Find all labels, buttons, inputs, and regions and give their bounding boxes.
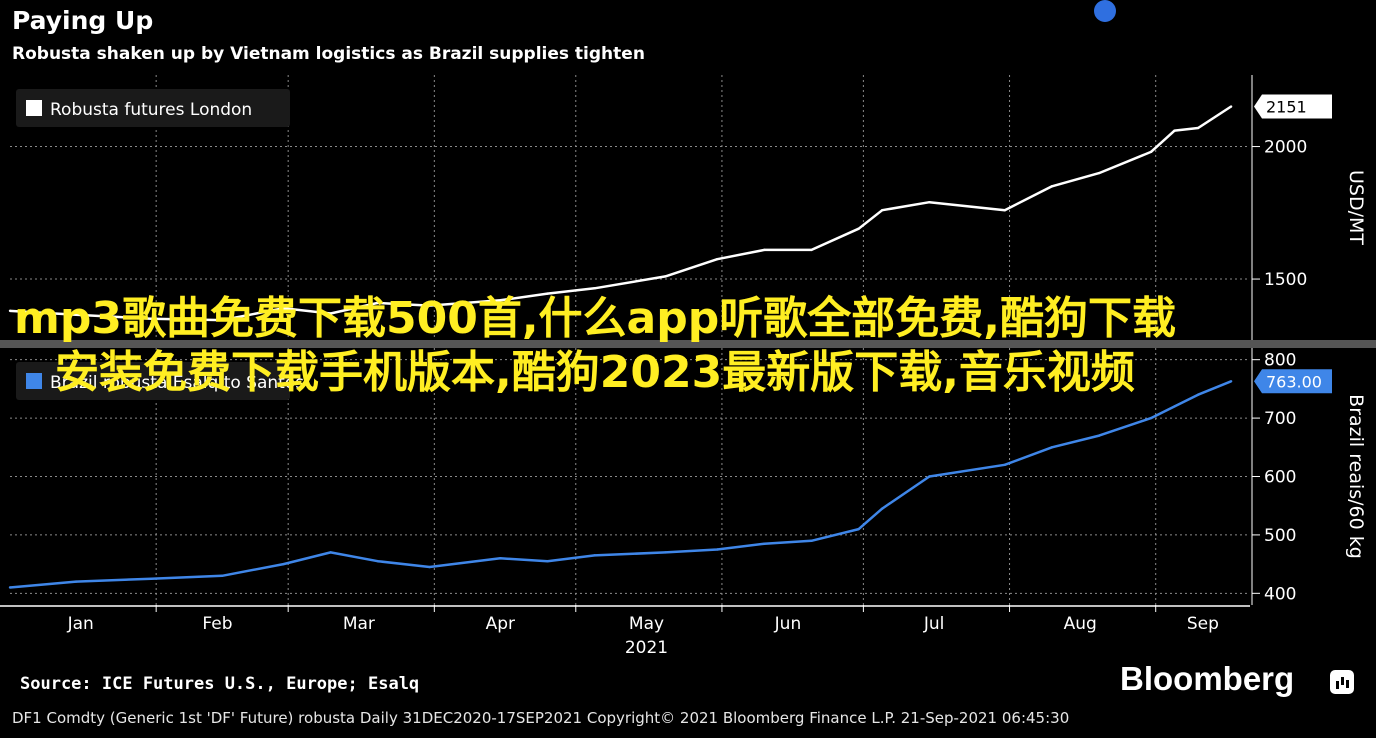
blue-dot-icon <box>1094 0 1116 22</box>
data-point <box>593 287 596 290</box>
data-point <box>8 586 12 589</box>
data-point <box>1097 434 1101 437</box>
data-point <box>220 574 224 577</box>
x-tick-label: Sep <box>1187 614 1219 634</box>
source-note: Source: ICE Futures U.S., Europe; Esalq <box>20 674 420 694</box>
terminal-footer: DF1 Comdty (Generic 1st 'DF' Future) rob… <box>12 709 1070 727</box>
data-point <box>1229 105 1233 108</box>
data-point <box>150 317 153 320</box>
chart-title: Paying Up <box>12 6 154 35</box>
data-point <box>857 527 860 531</box>
data-point <box>1149 416 1153 420</box>
x-tick-label: Feb <box>202 614 232 634</box>
y-axis-label: USD/MT <box>1345 170 1367 245</box>
data-point <box>716 257 719 261</box>
last-value-label: 2151 <box>1266 98 1307 117</box>
x-tick-label: Mar <box>343 614 375 634</box>
data-point <box>376 301 379 305</box>
bloomberg-chart-icon <box>1330 670 1354 694</box>
data-point <box>881 208 884 212</box>
last-value-tag <box>1254 94 1332 119</box>
data-point <box>1229 380 1233 383</box>
series-line <box>9 380 1232 589</box>
data-point <box>928 201 931 204</box>
data-point <box>857 227 860 230</box>
data-point <box>1173 129 1176 132</box>
bloomberg-logo: Bloomberg <box>1120 660 1295 697</box>
last-value-tag <box>1254 369 1332 394</box>
series-line <box>9 105 1232 322</box>
chart-subtitle: Robusta shaken up by Vietnam logistics a… <box>12 44 645 64</box>
data-point <box>220 318 224 322</box>
panel-separator <box>0 340 1376 348</box>
data-point <box>329 551 332 554</box>
x-tick-label: May <box>629 614 664 634</box>
data-point <box>1196 126 1200 130</box>
legend-box <box>16 362 290 400</box>
data-point <box>763 542 766 545</box>
data-point <box>593 554 596 557</box>
data-point <box>282 562 285 566</box>
data-point <box>74 580 78 583</box>
y-tick-label: 2000 <box>1264 138 1307 158</box>
data-point <box>810 539 813 542</box>
data-point <box>282 307 285 310</box>
y-tick-label: 400 <box>1264 584 1296 604</box>
data-point <box>376 559 379 563</box>
data-point <box>664 551 667 554</box>
data-point <box>8 309 12 313</box>
data-point <box>1149 150 1153 154</box>
data-point <box>428 304 431 307</box>
data-point <box>499 299 502 302</box>
legend-label: Robusta futures London <box>50 100 252 120</box>
legend-box <box>16 89 290 127</box>
x-tick-label: Jul <box>923 614 945 634</box>
data-point <box>1097 171 1101 175</box>
y-tick-label: 800 <box>1264 351 1296 371</box>
data-point <box>763 248 766 252</box>
data-point <box>1050 446 1054 449</box>
data-point <box>499 557 502 560</box>
data-point <box>329 312 332 315</box>
y-axis-label: Brazil reais/60 kg <box>1345 394 1367 559</box>
legend-swatch <box>26 373 42 389</box>
y-tick-label: 700 <box>1264 409 1296 429</box>
y-tick-label: 600 <box>1264 468 1296 488</box>
y-tick-label: 1500 <box>1264 270 1307 290</box>
x-year-label: 2021 <box>625 638 668 658</box>
data-point <box>1003 208 1007 212</box>
data-point <box>428 565 431 569</box>
data-point <box>74 313 78 317</box>
data-point <box>881 507 884 510</box>
data-point <box>716 548 719 551</box>
x-tick-label: Aug <box>1064 614 1097 634</box>
legend-label: Brazil robusta Esalq to Santos <box>50 373 304 393</box>
x-tick-label: Jan <box>67 614 94 634</box>
data-point <box>1050 185 1054 188</box>
x-tick-label: Apr <box>486 614 515 634</box>
x-tick-label: Jun <box>774 614 802 634</box>
data-point <box>810 248 813 252</box>
last-value-label: 763.00 <box>1266 372 1322 391</box>
data-point <box>546 292 549 295</box>
y-tick-label: 500 <box>1264 526 1296 546</box>
data-point <box>1173 405 1176 408</box>
data-point <box>664 275 667 278</box>
data-point <box>1196 393 1200 396</box>
data-point <box>150 577 153 580</box>
data-point <box>928 475 931 478</box>
data-point <box>1003 463 1007 467</box>
data-point <box>546 559 549 563</box>
legend-swatch <box>26 100 42 116</box>
